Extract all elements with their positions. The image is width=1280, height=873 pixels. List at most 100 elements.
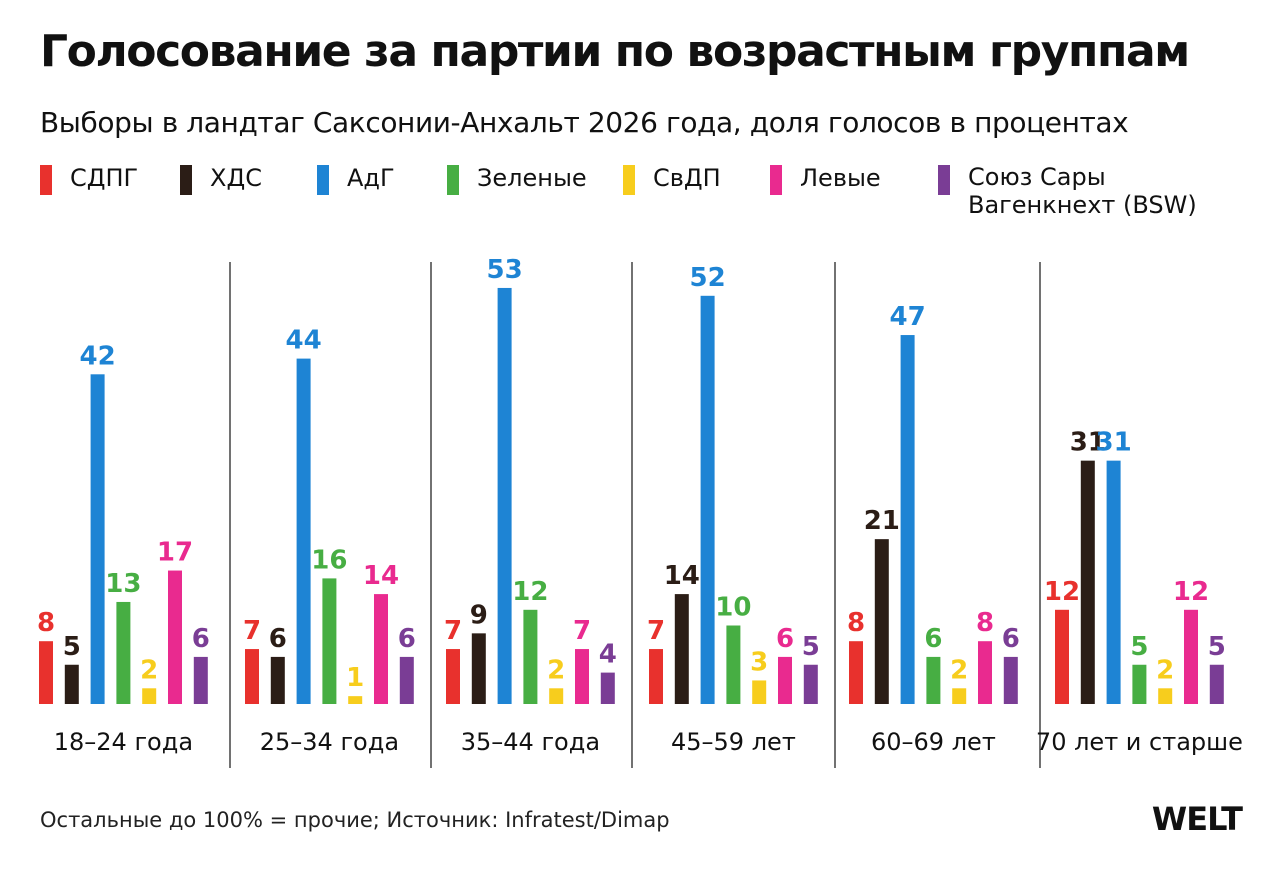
data-label: 1 (346, 663, 364, 693)
data-label: 44 (286, 326, 322, 356)
legend: СДПГ ХДС АдГ Зеленые СвДП Левые Союз Сар… (40, 163, 1270, 233)
category-label: 70 лет и старше (1036, 728, 1243, 756)
data-label: 2 (1156, 655, 1174, 685)
bar (1132, 664, 1147, 704)
legend-label-bsw: Союз Сары Вагенкнехт (BSW) (968, 163, 1197, 219)
data-label: 6 (192, 624, 210, 654)
bar (374, 594, 388, 704)
data-label: 6 (398, 624, 416, 654)
data-label: 47 (890, 302, 926, 332)
legend-swatch-afd (317, 165, 329, 195)
legend-swatch-cdu (180, 165, 192, 195)
data-label: 9 (470, 600, 488, 630)
chart-title: Голосование за партии по возрастным груп… (40, 26, 1190, 77)
data-label: 8 (976, 608, 994, 638)
bar (245, 649, 259, 704)
data-label: 53 (487, 255, 523, 285)
data-label: 17 (157, 538, 193, 568)
bar (399, 656, 414, 704)
legend-item-left: Левые (770, 163, 881, 195)
bar (193, 656, 208, 704)
bar (649, 649, 663, 704)
data-label: 6 (269, 624, 287, 654)
bar (952, 688, 967, 704)
data-label: 5 (1130, 632, 1148, 662)
bar (726, 625, 741, 704)
data-label: 12 (1173, 577, 1209, 607)
bar (497, 287, 512, 704)
legend-label-left: Левые (800, 164, 881, 192)
legend-item-cdu: ХДС (180, 163, 262, 195)
legend-swatch-fdp (623, 165, 635, 195)
bar (575, 649, 589, 704)
data-label: 21 (864, 506, 900, 536)
data-label: 8 (847, 608, 865, 638)
category-label: 25–34 года (260, 728, 399, 756)
data-label: 12 (1044, 577, 1080, 607)
bar (471, 633, 486, 704)
data-label: 14 (664, 561, 700, 591)
bar (926, 656, 941, 704)
data-label: 6 (776, 624, 794, 654)
legend-label-afd: АдГ (347, 164, 395, 192)
data-label: 7 (573, 616, 591, 646)
bar (900, 335, 915, 704)
legend-label-spd: СДПГ (70, 164, 139, 192)
footer-source: Остальные до 100% = прочие; Источник: In… (40, 808, 670, 832)
data-label: 4 (599, 640, 617, 670)
category-label: 45–59 лет (671, 728, 796, 756)
bar (270, 656, 285, 704)
bar (1209, 664, 1224, 704)
data-label: 6 (1002, 624, 1020, 654)
data-label: 5 (802, 632, 820, 662)
data-label: 31 (1096, 428, 1132, 458)
bar (978, 641, 992, 704)
bar (1055, 609, 1069, 704)
bar (348, 696, 363, 704)
legend-item-spd: СДПГ (40, 163, 138, 195)
data-label: 7 (647, 616, 665, 646)
legend-item-afd: АдГ (317, 163, 395, 195)
data-label: 6 (924, 624, 942, 654)
legend-swatch-bsw (938, 165, 950, 195)
category-label: 35–44 года (461, 728, 600, 756)
legend-item-greens: Зеленые (447, 163, 587, 195)
data-label: 10 (715, 593, 751, 623)
bar (446, 649, 460, 704)
legend-swatch-left (770, 165, 782, 195)
bar (296, 358, 311, 704)
bar (1106, 460, 1121, 704)
legend-label-fdp: СвДП (653, 164, 721, 192)
data-label: 8 (37, 608, 55, 638)
legend-item-bsw: Союз Сары Вагенкнехт (BSW) (938, 163, 1258, 219)
data-label: 3 (750, 647, 768, 677)
bar (674, 594, 689, 704)
legend-label-greens: Зеленые (477, 164, 587, 192)
data-label: 13 (105, 569, 141, 599)
chart-subtitle: Выборы в ландтаг Саксонии-Анхальт 2026 г… (40, 106, 1129, 139)
data-label: 7 (444, 616, 462, 646)
bar (700, 295, 715, 704)
data-label: 5 (63, 632, 81, 662)
data-label: 7 (243, 616, 261, 646)
data-label: 2 (140, 655, 158, 685)
bar (874, 539, 889, 704)
bar (1003, 656, 1018, 704)
legend-item-fdp: СвДП (623, 163, 721, 195)
data-label: 2 (547, 655, 565, 685)
category-label: 18–24 года (54, 728, 193, 756)
data-label: 42 (80, 341, 116, 371)
bar (549, 688, 564, 704)
data-label: 2 (950, 655, 968, 685)
bar (778, 656, 792, 704)
bar (1184, 609, 1198, 704)
welt-logo: WELT (1151, 800, 1243, 838)
category-label: 60–69 лет (871, 728, 996, 756)
data-label: 16 (311, 545, 347, 575)
bar (39, 641, 53, 704)
bar (168, 570, 182, 704)
bar (1080, 460, 1095, 704)
bar (849, 641, 863, 704)
data-label: 14 (363, 561, 399, 591)
